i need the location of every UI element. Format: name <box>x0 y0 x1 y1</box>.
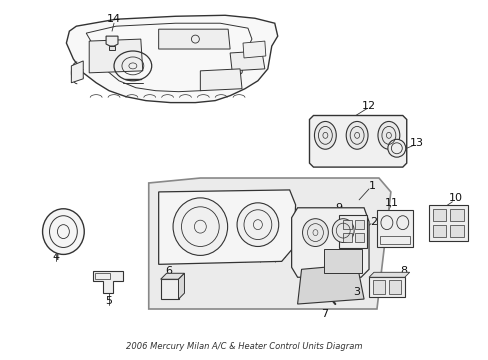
Bar <box>449 209 463 221</box>
Bar <box>432 225 446 237</box>
Polygon shape <box>161 273 184 279</box>
Text: 7: 7 <box>320 309 327 319</box>
Bar <box>368 277 404 297</box>
Text: 9: 9 <box>335 203 342 213</box>
Bar <box>388 280 400 294</box>
Bar <box>343 233 351 242</box>
Polygon shape <box>158 29 230 49</box>
Ellipse shape <box>332 219 353 243</box>
Polygon shape <box>309 116 406 167</box>
Bar <box>427 205 468 240</box>
Bar <box>449 225 463 237</box>
Polygon shape <box>230 51 264 71</box>
Ellipse shape <box>387 139 405 157</box>
Text: 2006 Mercury Milan A/C & Heater Control Units Diagram: 2006 Mercury Milan A/C & Heater Control … <box>125 342 362 351</box>
Polygon shape <box>158 190 295 264</box>
Ellipse shape <box>302 219 327 247</box>
Text: 4: 4 <box>53 252 60 262</box>
Ellipse shape <box>314 121 336 149</box>
Text: 10: 10 <box>447 193 462 203</box>
Ellipse shape <box>377 121 399 149</box>
Text: 14: 14 <box>107 14 121 24</box>
Bar <box>339 215 366 248</box>
Polygon shape <box>93 271 122 293</box>
Polygon shape <box>368 272 409 277</box>
Polygon shape <box>148 178 390 309</box>
Polygon shape <box>200 69 242 91</box>
Text: 5: 5 <box>105 296 112 306</box>
Text: 11: 11 <box>384 198 398 208</box>
Polygon shape <box>291 208 368 277</box>
Text: 13: 13 <box>409 138 423 148</box>
Ellipse shape <box>237 203 278 247</box>
Bar <box>161 279 178 299</box>
Text: 3: 3 <box>353 287 360 297</box>
Polygon shape <box>297 264 364 304</box>
Bar <box>95 273 110 279</box>
Ellipse shape <box>42 209 84 255</box>
Bar <box>109 46 115 50</box>
Text: 8: 8 <box>399 266 407 276</box>
Text: 6: 6 <box>165 266 172 276</box>
Bar <box>379 235 409 243</box>
Bar <box>354 233 364 242</box>
Text: 2: 2 <box>370 217 377 227</box>
Polygon shape <box>66 15 277 103</box>
Bar <box>432 209 446 221</box>
Bar <box>324 249 361 273</box>
Bar <box>354 220 364 229</box>
Ellipse shape <box>173 198 227 255</box>
Polygon shape <box>106 36 118 46</box>
Ellipse shape <box>346 121 367 149</box>
Polygon shape <box>178 273 184 299</box>
Polygon shape <box>71 61 83 83</box>
Text: 1: 1 <box>368 181 375 191</box>
Bar <box>372 280 384 294</box>
Polygon shape <box>89 39 142 73</box>
Bar <box>343 220 351 229</box>
Polygon shape <box>243 41 265 58</box>
Bar <box>376 210 412 247</box>
Text: 12: 12 <box>361 100 375 111</box>
